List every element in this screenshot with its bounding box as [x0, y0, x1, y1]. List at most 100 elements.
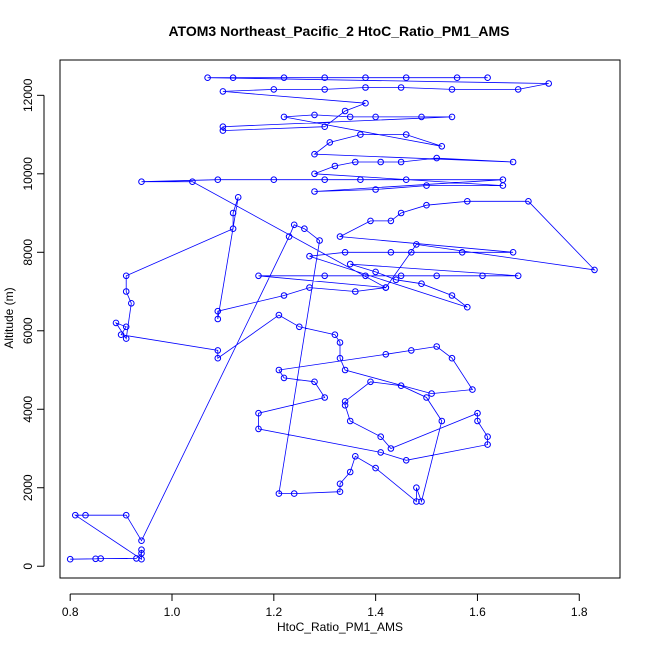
- data-point: [423, 182, 430, 189]
- x-tick-label: 1.2: [265, 605, 282, 619]
- data-point: [372, 268, 379, 276]
- data-point: [275, 366, 283, 374]
- data-point: [270, 86, 278, 93]
- data-point: [326, 139, 334, 146]
- data-point: [352, 453, 359, 460]
- data-point: [311, 378, 318, 386]
- data-point: [311, 188, 318, 195]
- data-point: [275, 311, 283, 319]
- data-point: [306, 252, 313, 260]
- data-point: [97, 555, 104, 562]
- data-point: [280, 113, 288, 121]
- data-point: [464, 198, 471, 205]
- data-point: [377, 158, 385, 166]
- data-point: [214, 315, 222, 323]
- x-tick-label: 0.8: [62, 605, 79, 619]
- data-point: [372, 186, 379, 193]
- data-point: [448, 113, 456, 121]
- data-point: [331, 331, 339, 339]
- data-point: [387, 217, 395, 225]
- x-tick-label: 1.8: [571, 605, 588, 619]
- data-point: [464, 303, 471, 311]
- data-point: [469, 386, 476, 393]
- data-point: [122, 272, 130, 280]
- data-point: [357, 176, 364, 183]
- data-point: [285, 233, 293, 240]
- data-point: [372, 464, 379, 472]
- data-point: [336, 339, 344, 346]
- data-point: [453, 74, 461, 81]
- data-point: [122, 335, 130, 342]
- data-point: [341, 398, 349, 405]
- data-point: [290, 221, 298, 229]
- data-point: [346, 260, 354, 268]
- data-point: [138, 178, 145, 185]
- data-point: [413, 241, 420, 248]
- data-point: [428, 390, 435, 397]
- data-point: [229, 74, 237, 81]
- data-point: [413, 498, 420, 505]
- data-point: [377, 449, 385, 456]
- data-point: [280, 292, 288, 299]
- series-layer: [66, 74, 598, 563]
- data-point: [362, 99, 369, 107]
- data-point: [229, 209, 237, 217]
- data-point: [255, 425, 262, 433]
- data-point: [458, 249, 466, 256]
- y-tick-label: 6000: [21, 317, 35, 344]
- data-point: [509, 158, 517, 166]
- data-point: [321, 176, 329, 183]
- data-point: [234, 194, 242, 201]
- data-point: [397, 382, 405, 390]
- data-point: [117, 331, 125, 339]
- data-point: [346, 468, 354, 476]
- data-point: [138, 537, 145, 545]
- data-point: [321, 123, 329, 130]
- data-point: [397, 84, 405, 91]
- data-point: [357, 131, 364, 138]
- data-point: [270, 176, 278, 183]
- data-point: [433, 154, 441, 162]
- x-axis: 0.8 1.0 1.2 1.4 1.6 1.8: [62, 593, 588, 619]
- data-point: [290, 490, 298, 497]
- data-point: [275, 490, 283, 497]
- data-point: [509, 249, 517, 256]
- data-point: [122, 511, 130, 519]
- data-point: [321, 272, 329, 280]
- data-point: [112, 319, 120, 327]
- data-point: [525, 198, 532, 205]
- data-point: [514, 86, 522, 93]
- data-point: [316, 237, 323, 244]
- data-point: [82, 511, 89, 519]
- x-tick-label: 1.4: [367, 605, 384, 619]
- data-point: [306, 284, 313, 291]
- data-point: [387, 445, 395, 452]
- data-point: [72, 511, 79, 519]
- data-point: [367, 217, 374, 225]
- data-point: [311, 150, 318, 158]
- x-axis-label: HtoC_Ratio_PM1_AMS: [277, 620, 403, 634]
- data-point: [336, 480, 344, 488]
- data-point: [204, 74, 211, 81]
- x-tick-label: 1.0: [164, 605, 181, 619]
- data-point: [229, 225, 237, 232]
- data-point: [367, 378, 374, 386]
- data-point: [122, 288, 130, 295]
- data-point: [362, 74, 369, 81]
- y-tick-label: 10000: [21, 157, 35, 191]
- data-point: [336, 354, 344, 362]
- data-point: [138, 555, 145, 563]
- y-tick-label: 4000: [21, 396, 35, 423]
- plot-frame: [59, 59, 621, 579]
- data-point: [423, 201, 430, 209]
- data-point: [331, 162, 339, 170]
- data-point: [255, 272, 262, 280]
- data-point: [296, 323, 303, 331]
- y-tick-label: 8000: [21, 239, 35, 266]
- data-point: [377, 433, 385, 441]
- data-point: [352, 288, 359, 295]
- data-point: [484, 433, 491, 441]
